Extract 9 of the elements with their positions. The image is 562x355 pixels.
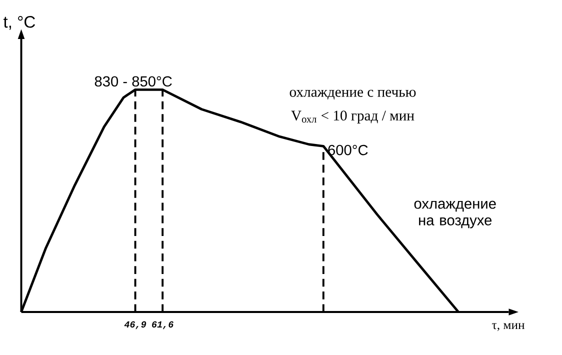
x-axis-title: τ, мин — [492, 323, 525, 332]
y-axis-title: t, °C — [3, 16, 36, 30]
annotation: V$_{охл}$ < 10 град / мин — [291, 110, 414, 124]
annotation: охлаждение на воздухе — [414, 200, 496, 228]
x-tick-label: 46,9 — [124, 321, 146, 330]
annotation: охлаждение с печью — [290, 90, 416, 100]
annotation: 830 - 850°C — [94, 76, 172, 87]
x-tick-label: 61,6 — [152, 321, 174, 330]
annotation: 600°C — [328, 144, 368, 156]
